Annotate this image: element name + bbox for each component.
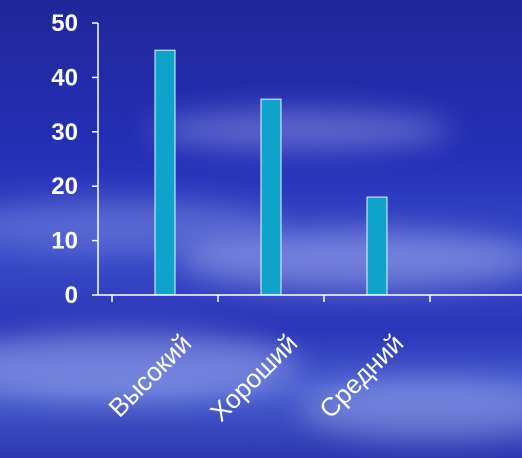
bar-2 [260,98,282,296]
y-axis-ticks [92,22,98,296]
cloud-streak [180,230,522,290]
x-axis-labels: Высокий Хороший Средний [102,328,409,427]
y-tick-label: 50 [51,10,78,37]
y-tick-label: 30 [51,119,78,146]
y-axis-labels: 0 10 20 30 40 50 [51,10,78,309]
bars [154,49,388,296]
y-tick-label: 0 [65,282,78,309]
y-tick-label: 40 [51,64,78,91]
x-axis-ticks [111,295,431,302]
cloud-streak [0,200,280,250]
cloud-streak [300,380,522,440]
y-tick-label: 10 [51,228,78,255]
x-category-label: Хороший [204,328,303,427]
x-category-label: Средний [313,328,409,424]
bar-1 [154,49,176,296]
y-tick-label: 20 [51,173,78,200]
bar-3 [366,196,388,296]
x-category-label: Высокий [102,328,197,423]
cloud-streak [150,110,450,150]
cloud-streak [0,330,300,400]
